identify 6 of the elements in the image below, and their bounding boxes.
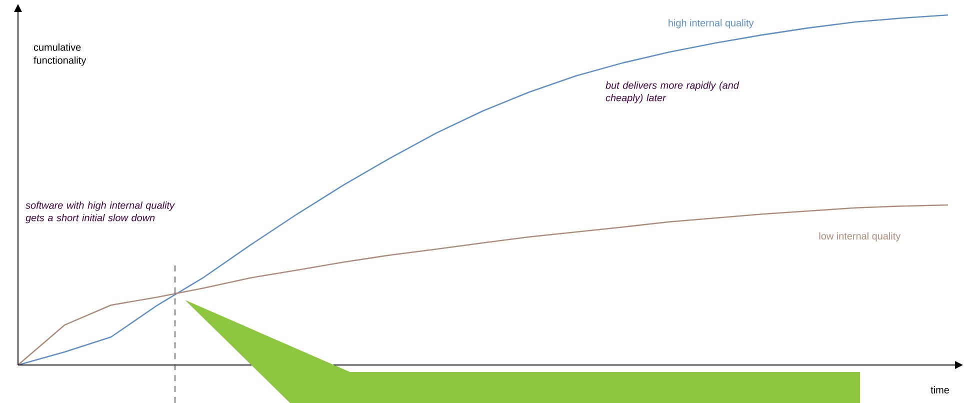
annotation: but delivers more rapidly (and cheaply) later — [606, 81, 740, 104]
annotation: software with high internal quality gets a short initial slow down — [26, 201, 175, 224]
x-axis-title: time — [930, 386, 949, 394]
series-label: high internal quality — [668, 18, 754, 28]
y-axis-title: cumulative functionality — [34, 43, 86, 66]
text: low internal quality — [819, 232, 901, 242]
